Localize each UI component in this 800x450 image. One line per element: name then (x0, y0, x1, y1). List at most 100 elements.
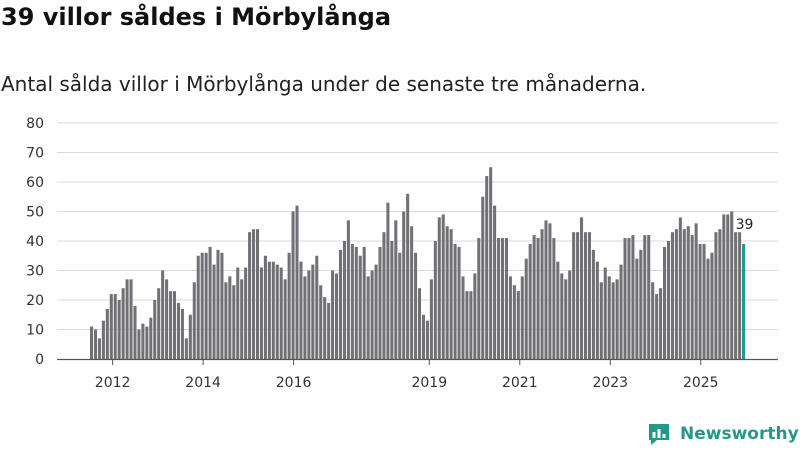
bar (532, 235, 536, 359)
bar (216, 249, 220, 359)
bar (659, 288, 663, 359)
bar (275, 264, 279, 359)
x-tick-label: 2012 (95, 375, 131, 391)
x-tick-label: 2021 (502, 375, 538, 391)
bar (666, 241, 671, 359)
bar (303, 276, 307, 359)
bar (244, 267, 248, 359)
bar (477, 238, 481, 359)
bar (674, 229, 678, 359)
bar (145, 326, 149, 359)
bar (240, 279, 244, 359)
bar (350, 243, 354, 359)
bar (354, 246, 358, 359)
bar (311, 264, 315, 359)
bar (548, 223, 552, 359)
bar (141, 323, 145, 359)
x-tick-label: 2014 (185, 375, 221, 391)
bar (283, 279, 287, 359)
bar (90, 326, 94, 359)
bar (169, 291, 173, 359)
bar (125, 279, 129, 359)
bar (493, 205, 497, 359)
x-tick-label: 2019 (411, 375, 447, 391)
y-tick-label: 80 (26, 116, 44, 132)
bar (651, 282, 655, 359)
bar (315, 255, 319, 359)
bar (172, 291, 177, 359)
x-tick-label: 2025 (683, 375, 719, 391)
bar-latest (742, 243, 746, 359)
bar (457, 246, 461, 359)
bar (327, 302, 331, 359)
bar (224, 282, 228, 359)
bar (113, 294, 117, 359)
bar (595, 261, 599, 359)
bar (184, 338, 188, 359)
bar (714, 232, 718, 359)
x-tick-label: 2023 (592, 375, 628, 391)
bar (192, 282, 196, 359)
bar (560, 273, 564, 359)
bar (335, 273, 339, 359)
bar (342, 241, 346, 359)
bar (497, 238, 501, 359)
bar (528, 243, 532, 359)
bar (473, 273, 477, 359)
bar (366, 276, 370, 359)
bar (516, 291, 520, 359)
bar (390, 241, 394, 359)
bar (639, 249, 643, 359)
bar (105, 308, 109, 359)
bar (603, 267, 607, 359)
bar (631, 235, 635, 359)
bar (165, 279, 169, 359)
bar (485, 176, 489, 359)
chart-title: 39 villor såldes i Mörbylånga (1, 3, 392, 31)
bar (279, 267, 283, 359)
bar (734, 232, 738, 359)
bar (576, 232, 580, 359)
bar (710, 252, 714, 359)
bar (489, 167, 493, 359)
bar (295, 205, 299, 359)
bar (248, 232, 252, 359)
bar (149, 317, 153, 359)
bar (319, 285, 323, 359)
y-tick-label: 60 (26, 175, 44, 191)
bar (437, 217, 441, 359)
y-tick-label: 50 (26, 205, 44, 221)
bar (204, 252, 208, 359)
bar (362, 246, 366, 359)
bar (271, 261, 275, 359)
bar (627, 238, 631, 359)
axes: 0 10 20 30 40 50 60 70 80 39 2012 2014 2016 2019 2021 2… (26, 116, 778, 391)
bar (176, 302, 180, 359)
bar (702, 243, 706, 359)
bar (429, 279, 433, 359)
bar (682, 229, 686, 359)
bar (374, 264, 378, 359)
bar (129, 279, 133, 359)
bar (137, 329, 141, 359)
bar (663, 246, 667, 359)
bar (591, 249, 595, 359)
bar (556, 261, 560, 359)
bar (670, 232, 674, 359)
bar (406, 193, 410, 359)
bar (236, 267, 240, 359)
bar (157, 288, 161, 359)
bar (386, 202, 390, 359)
bar (449, 229, 453, 359)
bar (414, 252, 418, 359)
bar (441, 214, 445, 359)
bar (504, 238, 508, 359)
bar (93, 329, 97, 359)
bar (121, 288, 125, 359)
bar (461, 276, 465, 359)
bar (338, 249, 343, 359)
y-tick-label: 20 (26, 293, 44, 309)
bar (619, 264, 623, 359)
bar (323, 297, 327, 359)
